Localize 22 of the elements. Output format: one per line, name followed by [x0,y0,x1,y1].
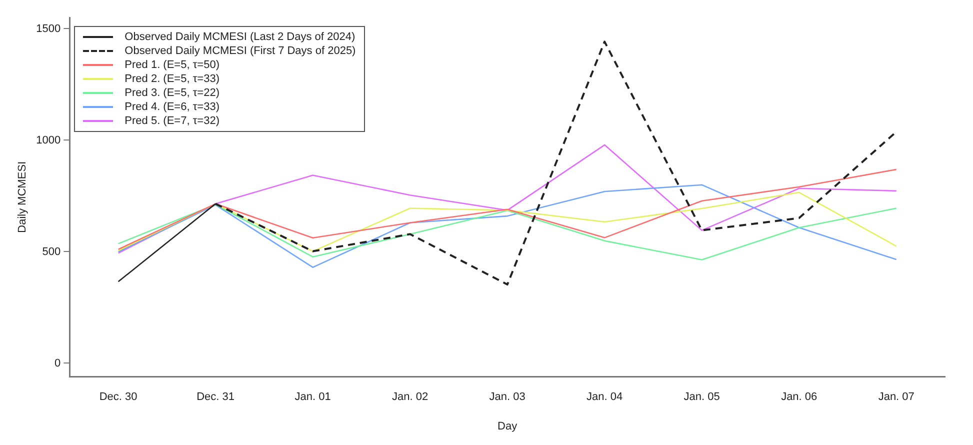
legend-label: Observed Daily MCMESI (First 7 Days of 2025) [124,44,356,58]
x-tick-label: Jan. 07 [878,391,914,404]
x-axis-title: Day [498,420,518,432]
y-tick-label: 1000 [36,134,61,146]
legend-label: Pred 4. (E=6, τ=33) [124,100,220,114]
x-tick-label: Jan. 03 [489,391,526,404]
x-tick-label: Jan. 06 [781,391,818,404]
y-tick-label: 1500 [36,22,61,35]
x-tick-label: Dec. 30 [99,391,138,404]
legend-label: Pred 3. (E=5, τ=22) [124,86,220,100]
legend-label: Pred 5. (E=7, τ=32) [124,114,220,128]
x-tick-label: Jan. 02 [392,391,428,404]
legend-label: Pred 2. (E=5, τ=33) [124,72,220,86]
x-tick-label: Dec. 31 [196,391,235,404]
x-tick-label: Jan. 05 [684,391,720,404]
legend-label: Pred 1. (E=5, τ=50) [124,58,220,72]
x-tick-label: Jan. 04 [586,391,623,404]
y-axis-title: Daily MCMESI [16,161,29,233]
x-tick-label: Jan. 01 [294,391,331,404]
y-tick-label: 500 [42,246,61,258]
legend-label: Observed Daily MCMESI (Last 2 Days of 2024) [124,30,356,44]
y-tick-label: 0 [54,357,61,370]
